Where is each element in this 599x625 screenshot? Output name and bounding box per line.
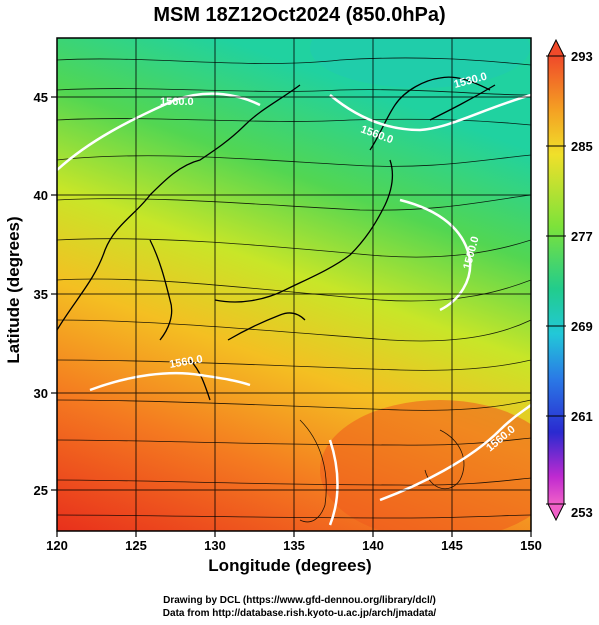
y-tick-label: 25 [34, 483, 48, 498]
x-tick-label: 145 [441, 538, 463, 553]
x-tick-label: 130 [204, 538, 226, 553]
y-tick-label: 35 [34, 287, 48, 302]
contour-label: 1560.0 [160, 96, 194, 108]
colorbar-bottom-arrow [547, 503, 565, 522]
credits: Drawing by DCL (https://www.gfd-dennou.o… [0, 594, 599, 620]
y-axis-label: Latitude (degrees) [4, 216, 23, 364]
y-tick-label: 45 [34, 90, 48, 105]
map-title: MSM 18Z12Oct2024 (850.0hPa) [153, 4, 446, 26]
colorbar: 293 285 277 269 261 253 [546, 38, 593, 522]
cool-region [310, 38, 530, 88]
y-tick-label: 40 [34, 188, 48, 203]
x-tick-label: 135 [283, 538, 305, 553]
colorbar-scale [547, 55, 565, 505]
credit-drawing: Drawing by DCL (https://www.gfd-dennou.o… [163, 595, 436, 606]
x-tick-label: 140 [362, 538, 384, 553]
x-axis-label: Longitude (degrees) [208, 556, 372, 575]
credit-data: Data from http://database.rish.kyoto-u.a… [162, 608, 437, 619]
y-tick-label: 30 [34, 386, 48, 401]
coastlines [57, 76, 496, 401]
x-tick-label: 120 [46, 538, 68, 553]
colorbar-tick-label: 285 [571, 139, 593, 154]
colorbar-tick-label: 293 [571, 49, 593, 64]
map-grid [57, 38, 531, 531]
colorbar-tick-label: 277 [571, 229, 593, 244]
contour-label: 1560.0 [168, 353, 203, 371]
colorbar-tick-label: 253 [571, 505, 593, 520]
colorbar-top-arrow [547, 38, 565, 57]
colorbar-tick-label: 269 [571, 319, 593, 334]
x-tick-label: 125 [125, 538, 147, 553]
warm-region [320, 400, 531, 531]
colorbar-tick-label: 261 [571, 409, 593, 424]
x-tick-label: 150 [520, 538, 542, 553]
